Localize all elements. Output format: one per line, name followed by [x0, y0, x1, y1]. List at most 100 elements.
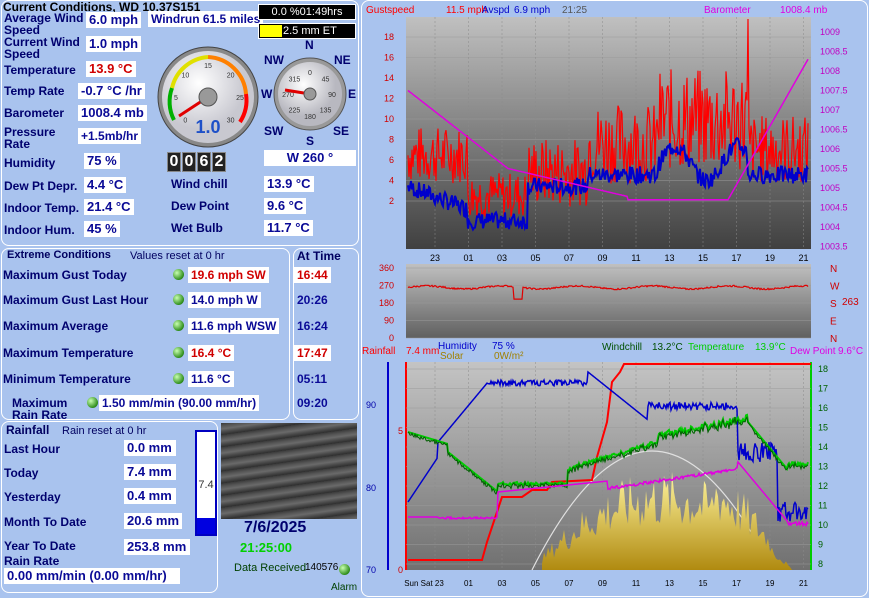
extreme-label: Maximum Average	[3, 319, 109, 333]
compass-se: SE	[333, 124, 350, 138]
chart3-rain-tick: 0	[398, 565, 403, 575]
chart3-hum-tick: 90	[366, 400, 376, 410]
counter-digit: 0	[182, 152, 196, 172]
rain-last-hour-value: 0.0 mm	[124, 440, 176, 456]
counter-digit: 2	[212, 152, 226, 172]
cur-wind-label: Current Wind Speed	[4, 35, 80, 61]
chart3-hum-value: 75 %	[492, 342, 515, 352]
chart1-left-tick: 14	[384, 73, 394, 83]
temp-hum-rain-chart: Rainfall 7.4 mm Humidity 75 % Solar 0W/m…	[362, 342, 863, 588]
counter-digit: 0	[167, 152, 181, 172]
barometer-value: 1008.4 mb	[78, 105, 147, 121]
chart2-dir-label: N	[830, 334, 837, 344]
solar-series	[542, 471, 792, 570]
at-time-panel	[293, 248, 359, 420]
rain-tube-fill	[197, 518, 215, 534]
avg-speed-series	[407, 136, 809, 232]
webcam-image	[221, 423, 357, 519]
chart3-temp-tick: 16	[818, 403, 828, 413]
wind-speed-gauge: 0 5 10 15 20 25 30 1.0	[157, 46, 259, 148]
chart2-tick: 180	[379, 298, 394, 308]
chart3-x-tick: 13	[665, 579, 674, 588]
et-value: 2.5 mm ET	[283, 25, 337, 37]
extreme-time: 16:44	[294, 267, 331, 283]
chart3-rain-value: 7.4 mm	[406, 346, 439, 357]
chart3-dew-label: Dew Point	[790, 346, 836, 357]
chart1-gust-value: 11.5 mph	[446, 5, 487, 16]
alarm-indicator-icon[interactable]	[339, 564, 350, 575]
chart1-x-tick: 11	[631, 253, 640, 263]
at-time-title: At Time	[297, 249, 341, 263]
chart3-x-tick: Sun Sat 23	[404, 579, 444, 588]
chart1-left-tick: 12	[384, 94, 394, 104]
temp-rate-value: -0.7 °C /hr	[78, 83, 145, 99]
extremes-panel	[1, 248, 290, 420]
chart3-x-tick: 15	[699, 579, 708, 588]
chart1-right-tick: 1008	[820, 66, 840, 76]
chart1-right-tick: 1005.5	[820, 164, 848, 174]
cur-wind-value: 1.0 mph	[86, 36, 142, 52]
extreme-indicator-icon	[173, 373, 184, 384]
dewpoint-series	[408, 460, 809, 528]
chart1-x-tick: 15	[698, 253, 708, 263]
chart1-x-tick: 21	[798, 253, 808, 263]
rain-yesterday-label: Yesterday	[4, 490, 61, 504]
chart2-dir-label: W	[830, 282, 840, 293]
extreme-indicator-icon	[173, 294, 184, 305]
chart3-x-tick: 07	[565, 579, 574, 588]
graphs-panel	[361, 0, 868, 597]
extreme-value: 14.0 mph W	[188, 292, 261, 308]
alarm-label[interactable]: Alarm	[331, 582, 358, 593]
humidity-series	[407, 370, 809, 522]
compass-tick: 90	[328, 92, 336, 99]
pressure-rate-value: +1.5mb/hr	[78, 128, 142, 144]
chart1-right-tick: 1007	[820, 105, 840, 115]
chart1-x-tick: 17	[731, 253, 741, 263]
chart1-x-tick: 19	[765, 253, 775, 263]
compass-tick: 45	[322, 76, 330, 83]
gauge-tick: 5	[174, 95, 178, 102]
chart3-dew-value: 9.6°C	[838, 346, 863, 357]
rain-year-label: Year To Date	[4, 539, 76, 553]
chart1-x-tick: 01	[463, 253, 473, 263]
extreme-time: 09:20	[297, 396, 328, 410]
chart2-dir-label: S	[830, 299, 837, 310]
chart3-temp-tick: 10	[818, 520, 828, 530]
chart3-x-tick: 21	[799, 579, 808, 588]
avg-wind-value: 6.0 mph	[86, 12, 142, 28]
gauge-tick: 15	[204, 63, 212, 70]
chart3-hum-label: Humidity	[438, 342, 477, 352]
chart3-hum-tick: 80	[366, 483, 376, 493]
temperature-series	[407, 413, 809, 494]
gauge-value: 1.0	[195, 117, 220, 137]
chart1-left-tick: 10	[384, 114, 394, 124]
humidity-label: Humidity	[4, 156, 56, 170]
rain-reset: Rain reset at 0 hr	[62, 425, 147, 437]
chart1-x-tick: 07	[564, 253, 574, 263]
chart3-temp-tick: 15	[818, 423, 828, 433]
rain-today-value: 7.4 mm	[124, 464, 176, 480]
wind-direction-value: W 260 °	[264, 150, 356, 166]
wind-direction-series	[407, 284, 809, 300]
chart3-solar-value: 0W/m²	[494, 351, 524, 362]
chart1-right-tick: 1005	[820, 183, 840, 193]
extreme-value: 11.6 mph WSW	[188, 318, 280, 334]
rainfall-title: Rainfall	[6, 423, 50, 437]
chart1-time: 21:25	[562, 5, 587, 16]
indoor-temp-label: Indoor Temp.	[4, 201, 80, 215]
gauge-tick: 25	[236, 95, 244, 102]
indoor-hum-label: Indoor Hum.	[4, 223, 75, 237]
extreme-time: 20:26	[297, 293, 328, 307]
chart1-gust-label: Gustspeed	[366, 5, 414, 16]
compass-tick: 0	[308, 70, 312, 77]
dew-depression-label: Dew Pt Depr.	[4, 179, 78, 193]
chart1-left-tick: 8	[389, 135, 394, 145]
chart3-x-tick: 11	[632, 579, 641, 588]
compass-sw: SW	[264, 124, 284, 138]
chart2-dir-label: N	[830, 264, 837, 275]
extreme-label: Maximum Gust Last Hour	[3, 293, 149, 307]
temperature-value: 13.9 °C	[86, 61, 136, 77]
rain-yesterday-value: 0.4 mm	[124, 488, 176, 504]
chart3-temp-tick: 9	[818, 540, 823, 550]
